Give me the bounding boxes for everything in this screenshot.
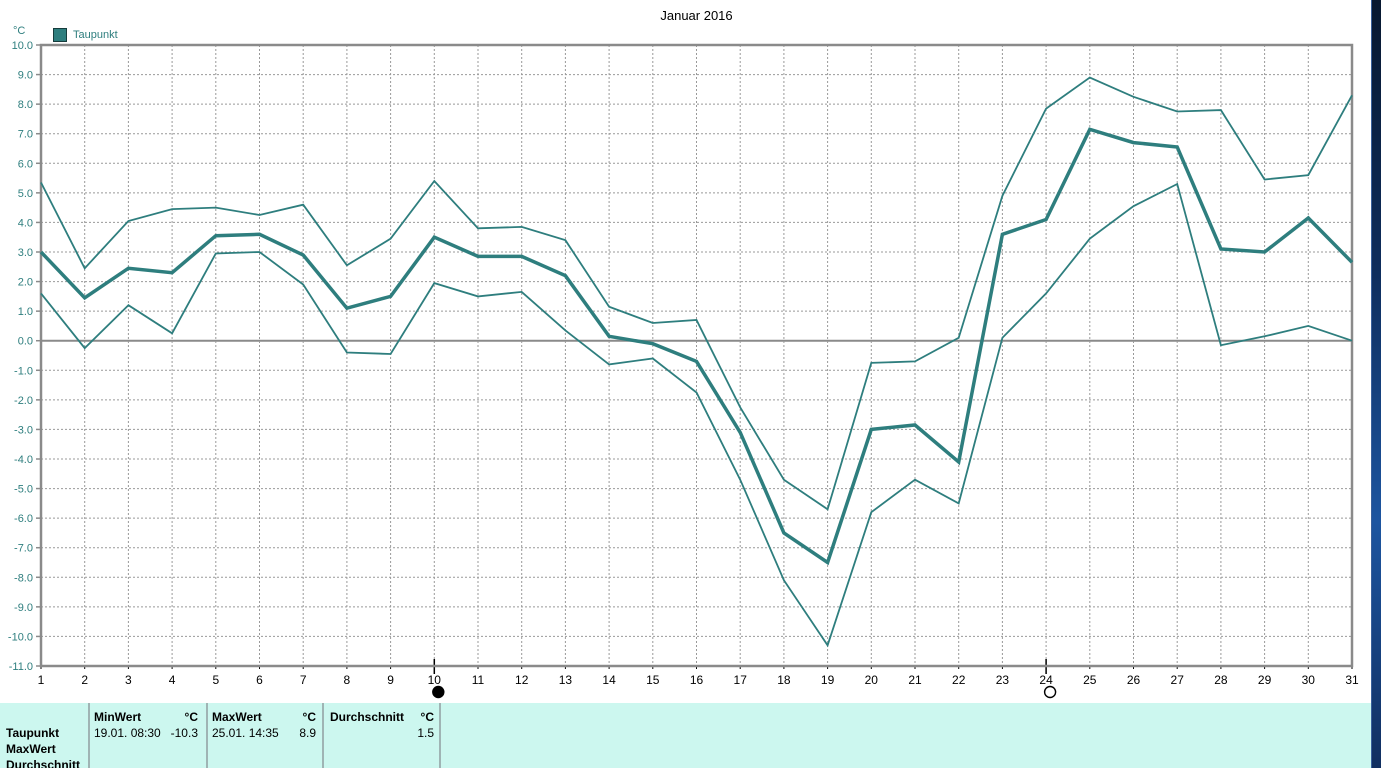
x-tick-label: 8 bbox=[344, 673, 351, 687]
table-column-durchschnitt: Durchschnitt °C 1.5 bbox=[330, 703, 434, 768]
table-row-labels-column: Taupunkt MaxWert Durchschnitt bbox=[6, 703, 84, 768]
column-unit: °C bbox=[302, 710, 316, 724]
desktop-background-strip bbox=[1371, 0, 1381, 768]
y-tick-label: 7.0 bbox=[18, 129, 33, 141]
y-tick-label: 8.0 bbox=[18, 99, 33, 111]
series-line-max bbox=[40, 76, 1353, 511]
x-tick-label: 27 bbox=[1171, 673, 1185, 687]
column-unit: °C bbox=[184, 710, 198, 724]
x-tick-label: 16 bbox=[690, 673, 704, 687]
table-separator bbox=[322, 703, 324, 768]
column-header: MaxWert bbox=[212, 710, 262, 724]
x-tick-label: 1 bbox=[38, 673, 45, 687]
row-label-durchschnitt: Durchschnitt bbox=[6, 758, 81, 768]
plot-frame bbox=[39, 43, 1354, 668]
x-tick-label: 31 bbox=[1345, 673, 1359, 687]
y-tick-label: 3.0 bbox=[18, 247, 33, 259]
x-tick-label: 18 bbox=[777, 673, 791, 687]
x-tick-label: 22 bbox=[952, 673, 966, 687]
column-header: MinWert bbox=[94, 710, 142, 724]
table-separator bbox=[439, 703, 441, 768]
full-moon-icon bbox=[1043, 685, 1057, 699]
x-tick-label: 29 bbox=[1258, 673, 1272, 687]
x-tick-label: 15 bbox=[646, 673, 660, 687]
y-tick-label: -6.0 bbox=[14, 513, 33, 525]
y-tick-label: -3.0 bbox=[14, 424, 33, 436]
x-tick-label: 28 bbox=[1214, 673, 1228, 687]
plot-area: 10.0 9.0 8.0 7.0 6.0 5.0 4.0 3.0 2.0 1.0 0.0 -1.0 -2… bbox=[8, 40, 1359, 699]
x-tick-label: 25 bbox=[1083, 673, 1097, 687]
y-tick-label: -7.0 bbox=[14, 543, 33, 555]
x-tick-label: 11 bbox=[472, 673, 485, 687]
x-tick-label: 30 bbox=[1302, 673, 1316, 687]
y-tick-label: -4.0 bbox=[14, 454, 33, 466]
row-label-taupunkt: Taupunkt bbox=[6, 726, 60, 740]
x-tick-label: 20 bbox=[865, 673, 879, 687]
x-tick-label: 23 bbox=[996, 673, 1010, 687]
maxwert-value: 8.9 bbox=[299, 726, 316, 740]
series-line-avg bbox=[39, 127, 1354, 566]
maxwert-datetime: 25.01. 14:35 bbox=[212, 726, 279, 740]
table-column-minwert: MinWert °C 19.01. 08:30 -10.3 bbox=[94, 703, 198, 768]
x-tick-label: 24 bbox=[1039, 673, 1053, 687]
minwert-value: -10.3 bbox=[170, 726, 198, 740]
y-tick-label: 6.0 bbox=[18, 158, 33, 170]
x-tick-label: 12 bbox=[515, 673, 529, 687]
x-tick-label: 7 bbox=[300, 673, 307, 687]
x-tick-label: 5 bbox=[212, 673, 219, 687]
y-tick-label: -10.0 bbox=[8, 631, 33, 643]
minwert-datetime: 19.01. 08:30 bbox=[94, 726, 161, 740]
summary-table: Taupunkt MaxWert Durchschnitt MinWert °C… bbox=[0, 703, 1371, 768]
legend-swatch-icon bbox=[53, 28, 67, 42]
x-tick-label: 21 bbox=[908, 673, 922, 687]
y-tick-label: 10.0 bbox=[12, 40, 33, 52]
x-tick-label: 14 bbox=[602, 673, 616, 687]
row-label-maxwert: MaxWert bbox=[6, 742, 56, 756]
y-tick-label: -11.0 bbox=[9, 661, 33, 673]
y-tick-label: 9.0 bbox=[18, 70, 33, 82]
x-tick-label: 17 bbox=[734, 673, 748, 687]
x-tick-label: 3 bbox=[125, 673, 132, 687]
x-tick-label: 6 bbox=[256, 673, 263, 687]
x-tick-label: 10 bbox=[428, 673, 442, 687]
legend-label: Taupunkt bbox=[73, 29, 118, 41]
y-tick-label: -2.0 bbox=[14, 395, 33, 407]
x-tick-label: 19 bbox=[821, 673, 835, 687]
x-tick-label: 26 bbox=[1127, 673, 1141, 687]
column-header: Durchschnitt bbox=[330, 710, 405, 724]
new-moon-icon bbox=[432, 685, 445, 699]
y-axis-unit-label: °C bbox=[13, 25, 26, 37]
x-tick-label: 13 bbox=[559, 673, 573, 687]
y-tick-label: 5.0 bbox=[18, 188, 33, 200]
y-tick-label: -9.0 bbox=[14, 602, 33, 614]
table-column-maxwert: MaxWert °C 25.01. 14:35 8.9 bbox=[212, 703, 316, 768]
y-tick-label: -8.0 bbox=[14, 572, 33, 584]
chart-title: Januar 2016 bbox=[660, 8, 733, 23]
x-tick-label: 9 bbox=[387, 673, 394, 687]
y-tick-label: -1.0 bbox=[14, 365, 33, 377]
legend-taupunkt[interactable]: Taupunkt bbox=[53, 28, 118, 42]
y-tick-label: 0.0 bbox=[18, 336, 33, 348]
x-tick-label: 2 bbox=[81, 673, 88, 687]
y-tick-label: 2.0 bbox=[18, 277, 33, 289]
durchschnitt-value: 1.5 bbox=[417, 726, 434, 740]
table-separator bbox=[206, 703, 208, 768]
series-line-min bbox=[40, 182, 1353, 648]
column-unit: °C bbox=[420, 710, 434, 724]
y-tick-label: -5.0 bbox=[14, 484, 33, 496]
y-tick-label: 1.0 bbox=[18, 306, 33, 318]
table-separator bbox=[88, 703, 90, 768]
y-tick-label: 4.0 bbox=[18, 217, 33, 229]
x-tick-label: 4 bbox=[169, 673, 176, 687]
